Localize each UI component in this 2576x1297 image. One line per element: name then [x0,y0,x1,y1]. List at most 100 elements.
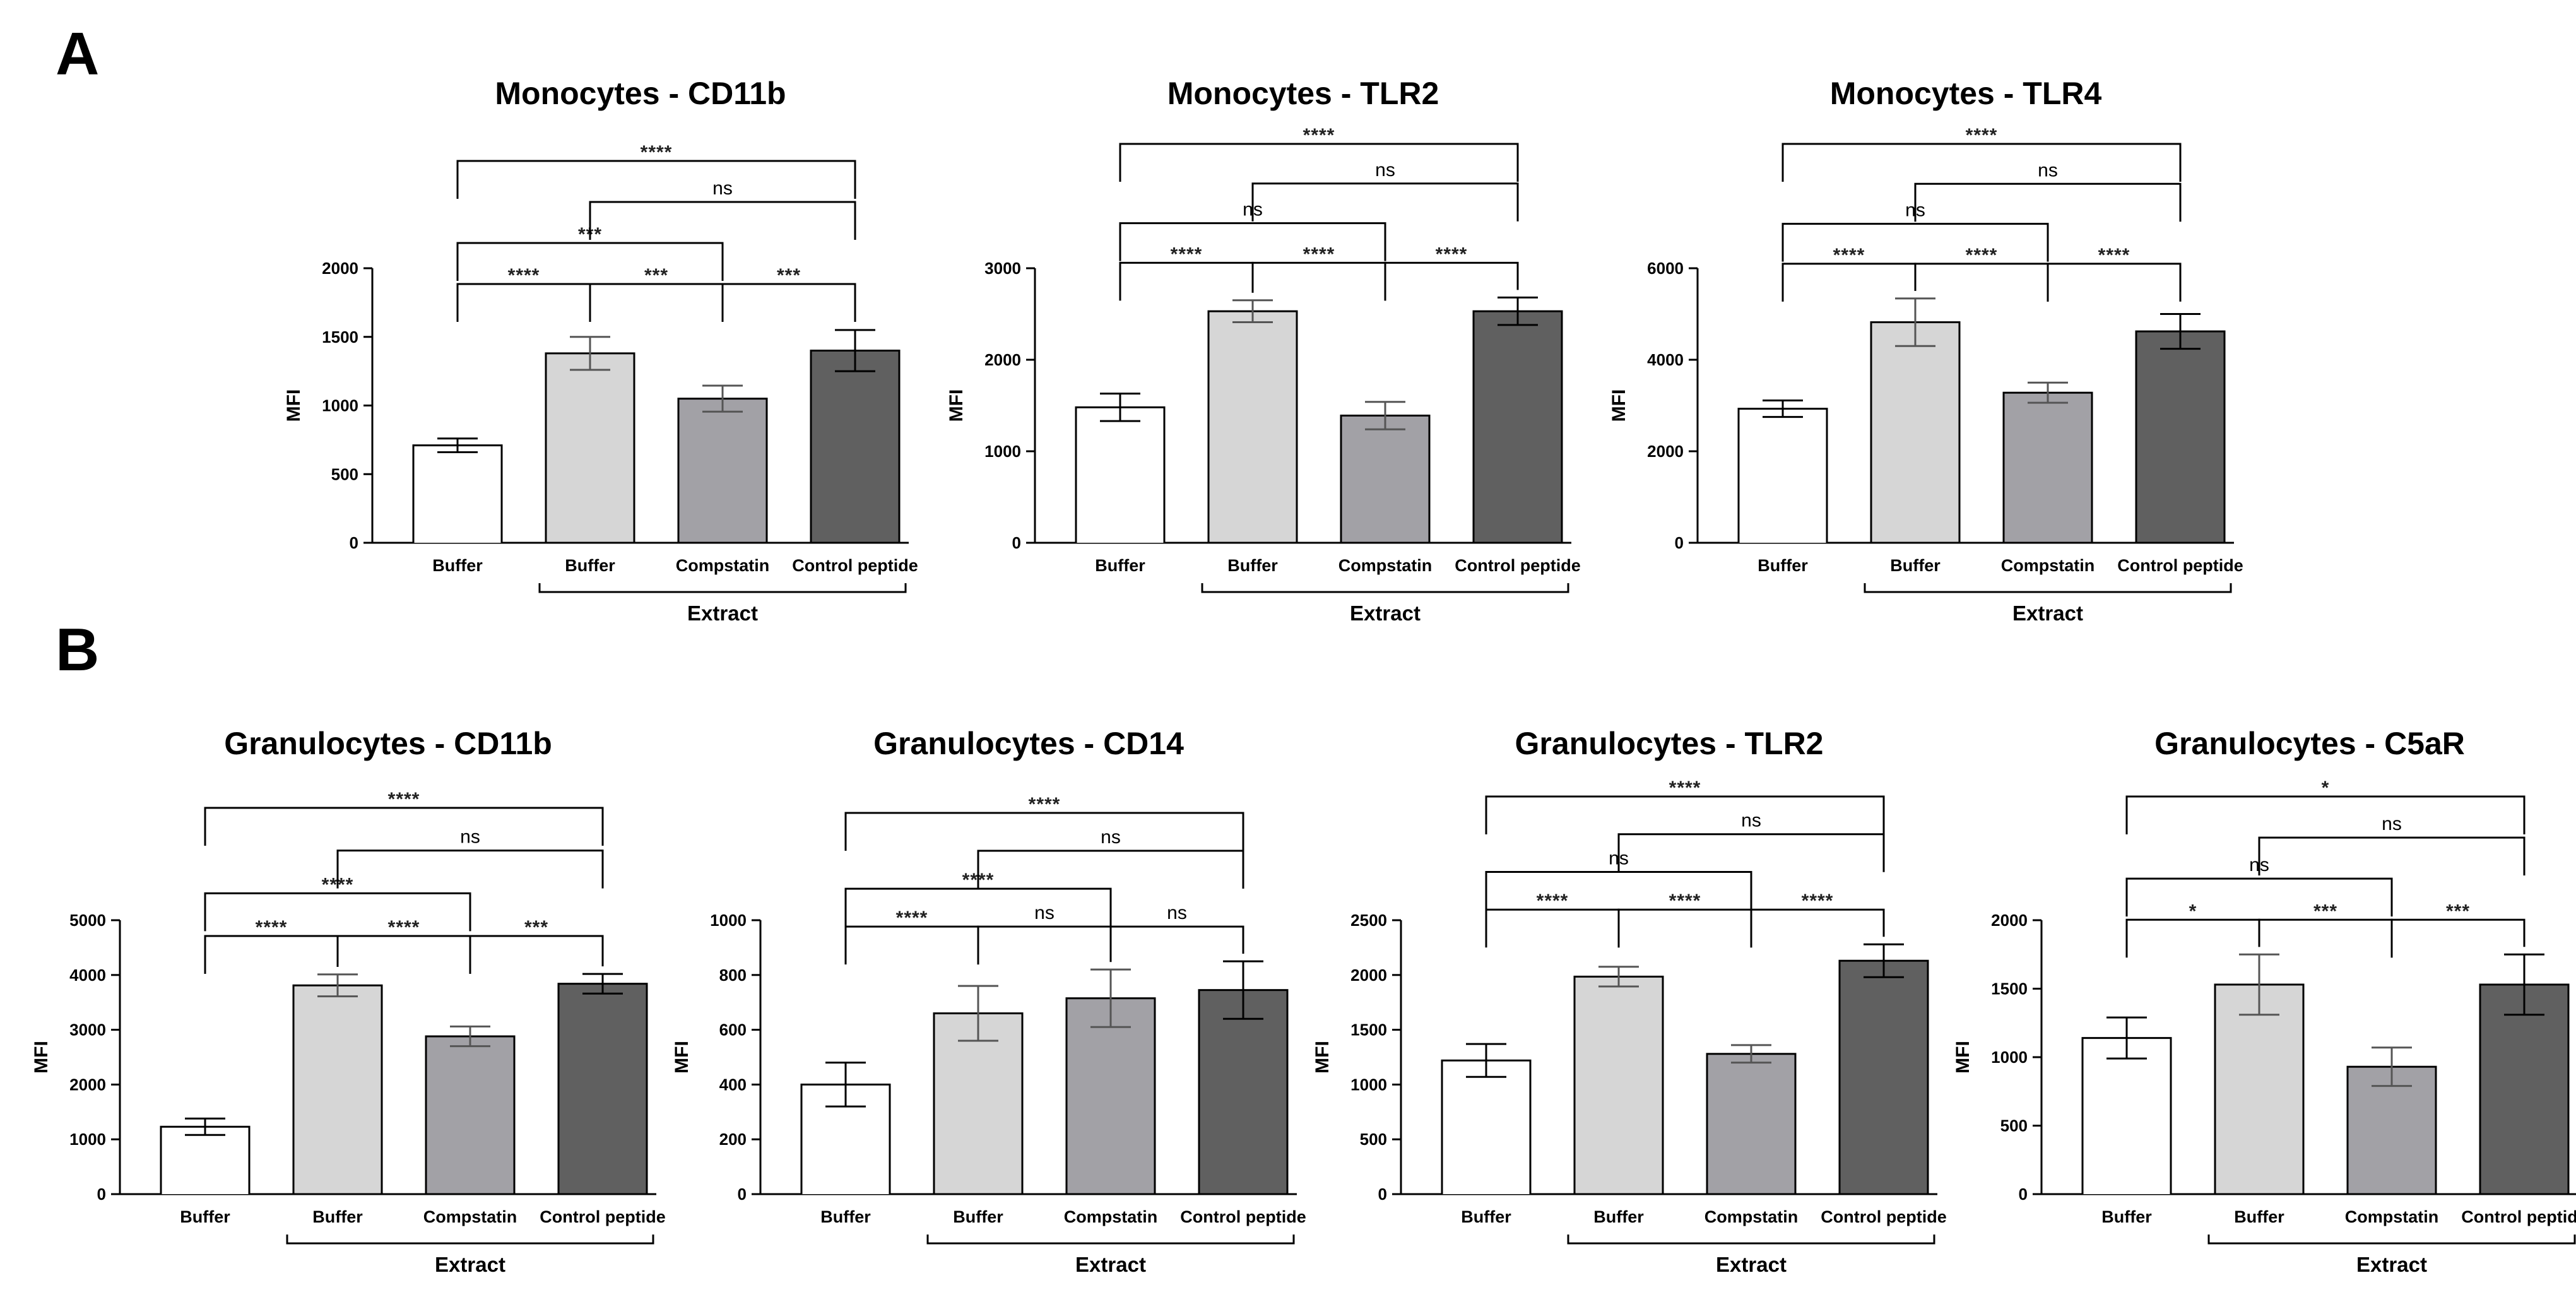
y-tick-label: 0 [1675,533,1684,552]
significance-label: **** [641,142,673,163]
significance-bracket [2258,836,2526,876]
group-bracket [1567,1235,1935,1245]
significance-label: ns [2382,814,2402,834]
significance-label: **** [1537,891,1569,911]
significance-bracket [1617,833,1885,872]
significance-label: ns [460,827,480,848]
significance-label: ns [712,178,733,199]
y-tick-label: 600 [719,1021,747,1039]
significance-label: *** [524,917,548,938]
category-label: Buffer [1227,556,1278,575]
significance-bracket [456,242,724,281]
significance-label: *** [2446,901,2470,921]
bar [1065,997,1156,1195]
y-tick-label: 2000 [69,1075,106,1094]
significance-bracket [456,160,856,199]
significance-bracket [204,892,471,932]
y-tick-label: 1000 [1350,1075,1387,1094]
bar [1198,989,1289,1195]
significance-bracket [589,201,856,240]
category-label: Buffer [2234,1207,2284,1226]
significance-label: **** [388,917,420,938]
y-tick-label: 0 [1012,533,1021,552]
y-tick-label: 1500 [1350,1021,1387,1039]
significance-label: **** [1669,778,1701,798]
category-label: Compstatin [676,556,770,575]
category-label: Compstatin [423,1207,517,1226]
group-label: Extract [687,601,758,625]
group-bracket [286,1235,654,1245]
chart-0: Monocytes - CD11b 0 500 1000 1500 2000 MFI Buff… [283,76,918,625]
category-label: Control peptide [2117,556,2243,575]
bar [677,398,768,544]
chart-title: Granulocytes - CD14 [873,726,1184,761]
y-tick-label: 3000 [984,259,1021,278]
significance-label: **** [1833,245,1865,266]
category-label: Buffer [1593,1207,1644,1226]
bar [1573,975,1664,1195]
significance-bracket [1485,795,1885,834]
chart-title: Granulocytes - C5aR [2154,726,2465,761]
significance-bracket [1617,908,1752,948]
bar [1472,310,1563,544]
significance-label: **** [1966,245,1998,266]
significance-label: **** [1966,125,1998,146]
significance-bracket [1119,143,1519,182]
significance-bracket [844,887,1112,927]
significance-bracket [1384,261,1519,301]
significance-bracket [2125,795,2526,834]
bar [1838,959,1929,1195]
group-label: Extract [2012,601,2083,625]
category-label: Buffer [180,1207,230,1226]
chart-1: Monocytes - TLR2 0 1000 2000 3000 MFI Buffer Bu… [946,76,1581,625]
significance-bracket [456,283,591,322]
significance-bracket [1251,182,1519,222]
significance-label: **** [508,265,540,286]
y-tick-label: 200 [719,1130,747,1149]
chart-4: Granulocytes - CD14 0 200 400 600 800 1000 MFI B… [671,726,1306,1276]
y-axis-label: MFI [31,1041,52,1074]
group-label: Extract [435,1253,505,1276]
significance-bracket [1251,261,1386,301]
y-tick-label: 800 [719,966,747,985]
y-tick-label: 2000 [1647,442,1684,461]
significance-bracket [2390,918,2526,958]
y-tick-label: 5000 [69,911,106,930]
bar [413,445,502,543]
chart-title: Monocytes - TLR2 [1167,76,1439,111]
category-label: Buffer [312,1207,363,1226]
y-tick-label: 1000 [984,442,1021,461]
significance-label: *** [644,265,668,286]
significance-bracket [2125,918,2260,958]
significance-label: * [2322,778,2330,798]
group-label: Extract [1716,1253,1787,1276]
bar [810,350,901,544]
chart-title: Monocytes - TLR4 [1830,76,2102,111]
significance-bracket [1109,925,1244,962]
significance-label: **** [896,908,928,928]
category-label: Buffer [820,1207,871,1226]
significance-label: **** [1171,244,1203,264]
significance-label: **** [1303,244,1335,264]
category-label: Control peptide [1455,556,1580,575]
y-tick-label: 2000 [1350,966,1387,985]
significance-bracket [589,283,724,322]
significance-label: **** [1303,125,1335,146]
bar [292,984,383,1195]
bar [2083,1038,2171,1194]
significance-label: **** [1669,891,1701,911]
significance-label: **** [1029,794,1061,815]
significance-label: *** [777,265,801,286]
group-bracket [926,1235,1295,1245]
bar [1340,414,1431,544]
bar [1207,310,1298,544]
category-label: Compstatin [1338,556,1433,575]
y-axis-label: MFI [946,389,967,422]
group-bracket [538,583,907,593]
significance-bracket [1781,263,1917,302]
chart-2: Monocytes - TLR4 0 2000 4000 6000 MFI Buffer Bu… [1609,76,2243,625]
significance-bracket [1781,223,2049,262]
significance-label: ns [1034,903,1055,923]
chart-title: Granulocytes - TLR2 [1515,726,1824,761]
group-label: Extract [1350,601,1421,625]
